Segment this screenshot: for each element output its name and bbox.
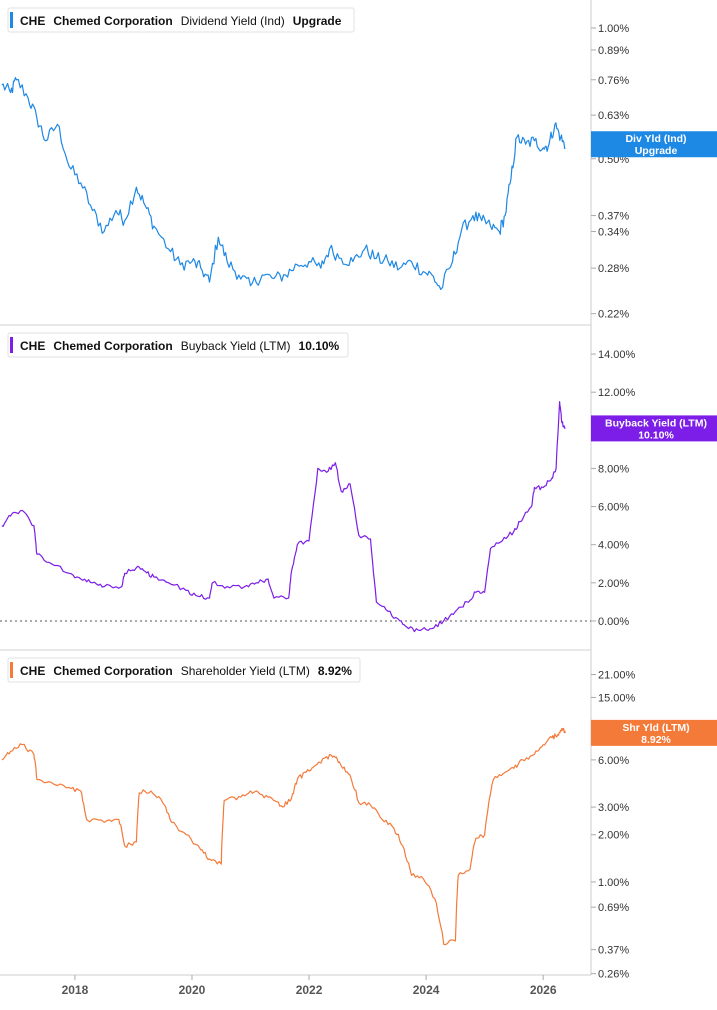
- legend-label: CHE Chemed Corporation Buyback Yield (LTM)…: [20, 339, 340, 353]
- y-tick-label: 0.76%: [598, 75, 629, 87]
- value-badge: Shr Yld (LTM)8.92%: [591, 719, 717, 746]
- legend-ticker: CHE: [20, 664, 45, 678]
- value-badge-title: Shr Yld (LTM): [622, 722, 689, 734]
- y-tick-label: 0.37%: [598, 945, 629, 957]
- x-tick-label: 2018: [62, 983, 89, 997]
- legend-swatch: [10, 337, 13, 353]
- legend-box: [7, 7, 355, 33]
- value-badge-bg: [591, 415, 717, 442]
- legend: CHE Chemed Corporation Dividend Yield (Ind…: [7, 7, 355, 33]
- legend-company: Chemed Corporation: [53, 14, 172, 28]
- value-badge-value: Upgrade: [635, 145, 678, 157]
- y-tick-label: 15.00%: [598, 692, 636, 704]
- legend-swatch: [10, 12, 13, 28]
- series-line: [1, 727, 566, 946]
- legend-ticker: CHE: [20, 14, 45, 28]
- y-tick-label: 0.63%: [598, 110, 629, 122]
- y-tick-label: 0.00%: [598, 616, 629, 628]
- legend-label: CHE Chemed Corporation Shareholder Yield (…: [20, 664, 352, 678]
- y-tick-label: 12.00%: [598, 387, 636, 399]
- x-tick-label: 2020: [179, 983, 206, 997]
- x-tick-label: 2026: [530, 983, 557, 997]
- legend-metric: Dividend Yield (Ind): [181, 14, 285, 28]
- y-tick-label: 14.00%: [598, 349, 636, 361]
- y-tick-label: 2.00%: [598, 578, 629, 590]
- value-badge: Div Yld (Ind)Upgrade: [591, 131, 717, 158]
- legend-value: Upgrade: [293, 14, 342, 28]
- legend: CHE Chemed Corporation Buyback Yield (LTM)…: [7, 332, 349, 358]
- value-badge-value: 8.92%: [641, 734, 671, 746]
- chart-panel-2: 14.00%12.00%10.00%8.00%6.00%4.00%2.00%0.…: [0, 324, 717, 633]
- y-tick-label: 21.00%: [598, 670, 636, 682]
- legend-value: 10.10%: [299, 339, 340, 353]
- series-line: [1, 77, 566, 291]
- legend: CHE Chemed Corporation Shareholder Yield (…: [7, 657, 361, 683]
- y-tick-label: 0.26%: [598, 969, 629, 981]
- value-badge-title: Buyback Yield (LTM): [605, 417, 707, 429]
- legend-metric: Buyback Yield (LTM): [181, 339, 291, 353]
- chart-panel-1: 1.00%0.89%0.76%0.63%0.50%0.37%0.34%0.28%…: [1, 7, 717, 321]
- y-tick-label: 0.89%: [598, 45, 629, 57]
- legend-company: Chemed Corporation: [53, 664, 172, 678]
- y-tick-label: 6.00%: [598, 502, 629, 514]
- y-tick-label: 0.28%: [598, 263, 629, 275]
- legend-ticker: CHE: [20, 339, 45, 353]
- y-tick-label: 1.00%: [598, 877, 629, 889]
- y-tick-label: 3.00%: [598, 802, 629, 814]
- legend-company: Chemed Corporation: [53, 339, 172, 353]
- y-tick-label: 4.00%: [598, 540, 629, 552]
- series-line: [1, 401, 566, 633]
- value-badge-bg: [591, 131, 717, 158]
- value-badge: Buyback Yield (LTM)10.10%: [591, 415, 717, 442]
- x-tick-label: 2024: [413, 983, 440, 997]
- value-badge-bg: [591, 719, 717, 746]
- y-tick-label: 2.00%: [598, 830, 629, 842]
- legend-label: CHE Chemed Corporation Dividend Yield (Ind…: [20, 14, 342, 28]
- value-badge-title: Div Yld (Ind): [625, 133, 686, 145]
- legend-box: [7, 657, 361, 683]
- legend-box: [7, 332, 349, 358]
- value-badge-value: 10.10%: [638, 429, 674, 441]
- chart-panel-3: 21.00%15.00%9.00%6.00%3.00%2.00%1.00%0.6…: [0, 649, 717, 981]
- y-tick-label: 1.00%: [598, 23, 629, 35]
- y-tick-label: 6.00%: [598, 755, 629, 767]
- y-tick-label: 0.69%: [598, 902, 629, 914]
- y-tick-label: 0.37%: [598, 211, 629, 223]
- y-tick-label: 0.34%: [598, 227, 629, 239]
- legend-metric: Shareholder Yield (LTM): [181, 664, 310, 678]
- x-tick-label: 2022: [296, 983, 323, 997]
- y-tick-label: 0.22%: [598, 309, 629, 321]
- legend-swatch: [10, 662, 13, 678]
- y-tick-label: 8.00%: [598, 463, 629, 475]
- legend-value: 8.92%: [318, 664, 352, 678]
